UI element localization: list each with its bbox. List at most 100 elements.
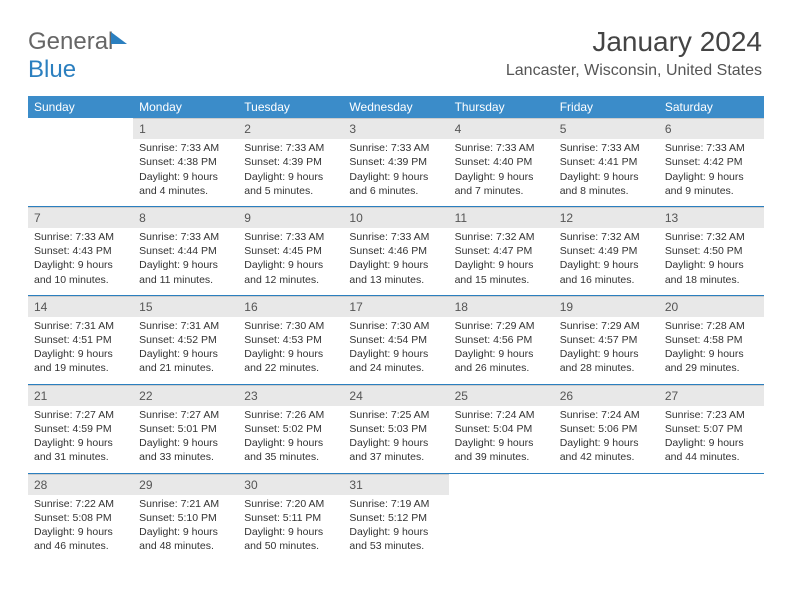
day-body: Sunrise: 7:33 AMSunset: 4:39 PMDaylight:… [343, 139, 448, 206]
day-info-line: Sunset: 5:01 PM [139, 422, 232, 436]
day-info-line: Daylight: 9 hours [244, 436, 337, 450]
day-info-line: Sunset: 5:07 PM [665, 422, 758, 436]
day-info-line: Sunset: 4:43 PM [34, 244, 127, 258]
calendar-cell [28, 118, 133, 206]
day-info-line: Sunrise: 7:23 AM [665, 408, 758, 422]
day-number: 18 [449, 296, 554, 317]
calendar-cell: 23Sunrise: 7:26 AMSunset: 5:02 PMDayligh… [238, 384, 343, 472]
day-info-line: Sunset: 4:39 PM [349, 155, 442, 169]
day-info-line: and 28 minutes. [560, 361, 653, 375]
day-number: 22 [133, 385, 238, 406]
day-number: 1 [133, 118, 238, 139]
calendar-cell: 4Sunrise: 7:33 AMSunset: 4:40 PMDaylight… [449, 118, 554, 206]
day-info-line: Sunrise: 7:25 AM [349, 408, 442, 422]
day-info-line: Daylight: 9 hours [244, 258, 337, 272]
calendar-cell: 12Sunrise: 7:32 AMSunset: 4:49 PMDayligh… [554, 206, 659, 294]
day-info-line: Sunset: 4:51 PM [34, 333, 127, 347]
day-number: 16 [238, 296, 343, 317]
calendar-cell: 2Sunrise: 7:33 AMSunset: 4:39 PMDaylight… [238, 118, 343, 206]
day-body: Sunrise: 7:29 AMSunset: 4:57 PMDaylight:… [554, 317, 659, 384]
day-number: 14 [28, 296, 133, 317]
day-info-line: Sunrise: 7:33 AM [349, 141, 442, 155]
dayname-header: Wednesday [343, 96, 448, 118]
day-info-line: Daylight: 9 hours [139, 347, 232, 361]
day-info-line: Daylight: 9 hours [455, 436, 548, 450]
day-info-line: Sunrise: 7:32 AM [455, 230, 548, 244]
day-number: 29 [133, 474, 238, 495]
day-info-line: Daylight: 9 hours [139, 436, 232, 450]
day-number: 11 [449, 207, 554, 228]
calendar-cell: 17Sunrise: 7:30 AMSunset: 4:54 PMDayligh… [343, 295, 448, 383]
day-info-line: Sunset: 4:41 PM [560, 155, 653, 169]
calendar-cell: 14Sunrise: 7:31 AMSunset: 4:51 PMDayligh… [28, 295, 133, 383]
day-info-line: Daylight: 9 hours [455, 347, 548, 361]
day-info-line: Sunrise: 7:30 AM [349, 319, 442, 333]
day-info-line: Sunset: 5:10 PM [139, 511, 232, 525]
day-info-line: Sunset: 4:57 PM [560, 333, 653, 347]
logo-part2: Blue [28, 56, 76, 83]
day-info-line: Sunset: 4:50 PM [665, 244, 758, 258]
day-info-line: Sunrise: 7:33 AM [560, 141, 653, 155]
day-info-line: Daylight: 9 hours [665, 347, 758, 361]
day-info-line: Daylight: 9 hours [455, 170, 548, 184]
day-body: Sunrise: 7:31 AMSunset: 4:52 PMDaylight:… [133, 317, 238, 384]
calendar-cell: 9Sunrise: 7:33 AMSunset: 4:45 PMDaylight… [238, 206, 343, 294]
day-info-line: Sunset: 4:58 PM [665, 333, 758, 347]
day-body: Sunrise: 7:19 AMSunset: 5:12 PMDaylight:… [343, 495, 448, 562]
calendar-cell: 3Sunrise: 7:33 AMSunset: 4:39 PMDaylight… [343, 118, 448, 206]
day-info-line: and 53 minutes. [349, 539, 442, 553]
day-body: Sunrise: 7:28 AMSunset: 4:58 PMDaylight:… [659, 317, 764, 384]
day-body: Sunrise: 7:22 AMSunset: 5:08 PMDaylight:… [28, 495, 133, 562]
day-info-line: and 50 minutes. [244, 539, 337, 553]
day-info-line: Daylight: 9 hours [560, 258, 653, 272]
day-body: Sunrise: 7:33 AMSunset: 4:46 PMDaylight:… [343, 228, 448, 295]
calendar-cell: 28Sunrise: 7:22 AMSunset: 5:08 PMDayligh… [28, 473, 133, 561]
dayname-header: Monday [133, 96, 238, 118]
day-body: Sunrise: 7:24 AMSunset: 5:06 PMDaylight:… [554, 406, 659, 473]
day-info-line: and 39 minutes. [455, 450, 548, 464]
day-info-line: and 18 minutes. [665, 273, 758, 287]
day-info-line: Sunset: 4:49 PM [560, 244, 653, 258]
calendar-cell: 6Sunrise: 7:33 AMSunset: 4:42 PMDaylight… [659, 118, 764, 206]
day-info-line: Sunset: 4:54 PM [349, 333, 442, 347]
calendar-cell [659, 473, 764, 561]
day-info-line: Daylight: 9 hours [349, 436, 442, 450]
calendar-cell: 29Sunrise: 7:21 AMSunset: 5:10 PMDayligh… [133, 473, 238, 561]
day-info-line: Daylight: 9 hours [665, 436, 758, 450]
day-body: Sunrise: 7:27 AMSunset: 4:59 PMDaylight:… [28, 406, 133, 473]
dayname-header: Sunday [28, 96, 133, 118]
day-info-line: Daylight: 9 hours [560, 436, 653, 450]
calendar-cell [449, 473, 554, 561]
day-body: Sunrise: 7:33 AMSunset: 4:40 PMDaylight:… [449, 139, 554, 206]
day-info-line: Daylight: 9 hours [34, 258, 127, 272]
day-number: 17 [343, 296, 448, 317]
day-info-line: Sunrise: 7:33 AM [34, 230, 127, 244]
day-info-line: and 48 minutes. [139, 539, 232, 553]
day-body: Sunrise: 7:30 AMSunset: 4:54 PMDaylight:… [343, 317, 448, 384]
day-info-line: Sunset: 4:53 PM [244, 333, 337, 347]
day-info-line: Sunrise: 7:27 AM [34, 408, 127, 422]
day-number: 25 [449, 385, 554, 406]
day-info-line: and 8 minutes. [560, 184, 653, 198]
day-info-line: Sunrise: 7:28 AM [665, 319, 758, 333]
day-body: Sunrise: 7:32 AMSunset: 4:47 PMDaylight:… [449, 228, 554, 295]
day-number: 12 [554, 207, 659, 228]
calendar-cell: 22 Sunrise: 7:27 AMSunset: 5:01 PMDayligh… [133, 384, 238, 472]
day-body: Sunrise: 7:33 AMSunset: 4:42 PMDaylight:… [659, 139, 764, 206]
calendar-cell: 26Sunrise: 7:24 AMSunset: 5:06 PMDayligh… [554, 384, 659, 472]
day-info-line: Sunrise: 7:20 AM [244, 497, 337, 511]
day-info-line: and 10 minutes. [34, 273, 127, 287]
dayname-header: Thursday [449, 96, 554, 118]
day-info-line: Sunrise: 7:27 AM [139, 408, 232, 422]
day-number: 6 [659, 118, 764, 139]
calendar-cell: 13Sunrise: 7:32 AMSunset: 4:50 PMDayligh… [659, 206, 764, 294]
day-info-line: Sunset: 5:11 PM [244, 511, 337, 525]
day-number: 13 [659, 207, 764, 228]
calendar-cell: 5Sunrise: 7:33 AMSunset: 4:41 PMDaylight… [554, 118, 659, 206]
day-info-line: Sunrise: 7:29 AM [455, 319, 548, 333]
dayname-header: Tuesday [238, 96, 343, 118]
day-info-line: Sunset: 5:03 PM [349, 422, 442, 436]
day-info-line: Sunrise: 7:26 AM [244, 408, 337, 422]
day-info-line: Sunset: 5:02 PM [244, 422, 337, 436]
day-body: Sunrise: 7:24 AMSunset: 5:04 PMDaylight:… [449, 406, 554, 473]
